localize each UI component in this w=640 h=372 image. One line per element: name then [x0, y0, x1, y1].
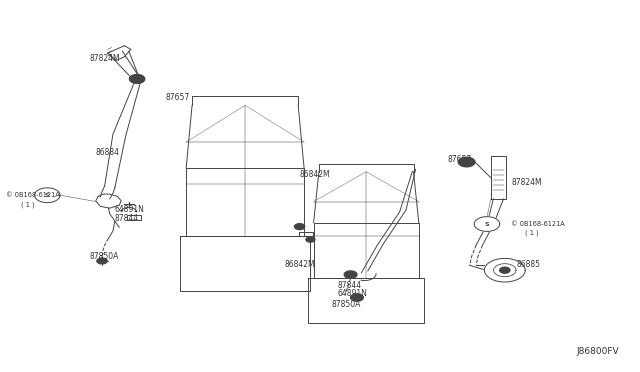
Text: S: S — [484, 222, 489, 227]
Text: 87824M: 87824M — [90, 54, 120, 63]
Text: 87850A: 87850A — [90, 252, 118, 262]
Polygon shape — [500, 267, 510, 273]
Polygon shape — [493, 264, 516, 277]
Text: S: S — [45, 193, 49, 198]
Text: 86842M: 86842M — [300, 170, 330, 179]
Text: 64891N: 64891N — [115, 205, 145, 215]
Polygon shape — [35, 188, 60, 203]
Text: © 0B168-6121A: © 0B168-6121A — [511, 221, 565, 227]
Text: 87657: 87657 — [166, 93, 190, 102]
Text: © 0B168-6121A: © 0B168-6121A — [6, 192, 60, 198]
Text: 86842M: 86842M — [285, 260, 316, 269]
Polygon shape — [474, 217, 500, 231]
Polygon shape — [294, 224, 305, 230]
Polygon shape — [484, 259, 525, 282]
Text: 64891N: 64891N — [338, 289, 368, 298]
Text: ( 1 ): ( 1 ) — [525, 230, 539, 236]
Polygon shape — [97, 258, 107, 264]
Polygon shape — [306, 237, 315, 242]
Text: ( 1 ): ( 1 ) — [20, 201, 34, 208]
Text: 86884: 86884 — [96, 148, 120, 157]
Text: 87844: 87844 — [115, 214, 139, 223]
Polygon shape — [129, 74, 145, 83]
Text: 86885: 86885 — [516, 260, 540, 269]
Text: 87850A: 87850A — [332, 300, 361, 309]
Text: 87657: 87657 — [447, 155, 472, 164]
Text: J86800FV: J86800FV — [577, 347, 620, 356]
Polygon shape — [458, 157, 475, 167]
Polygon shape — [351, 294, 364, 301]
Text: 87844: 87844 — [338, 281, 362, 290]
Text: 87824M: 87824M — [511, 178, 542, 187]
Polygon shape — [344, 271, 357, 278]
